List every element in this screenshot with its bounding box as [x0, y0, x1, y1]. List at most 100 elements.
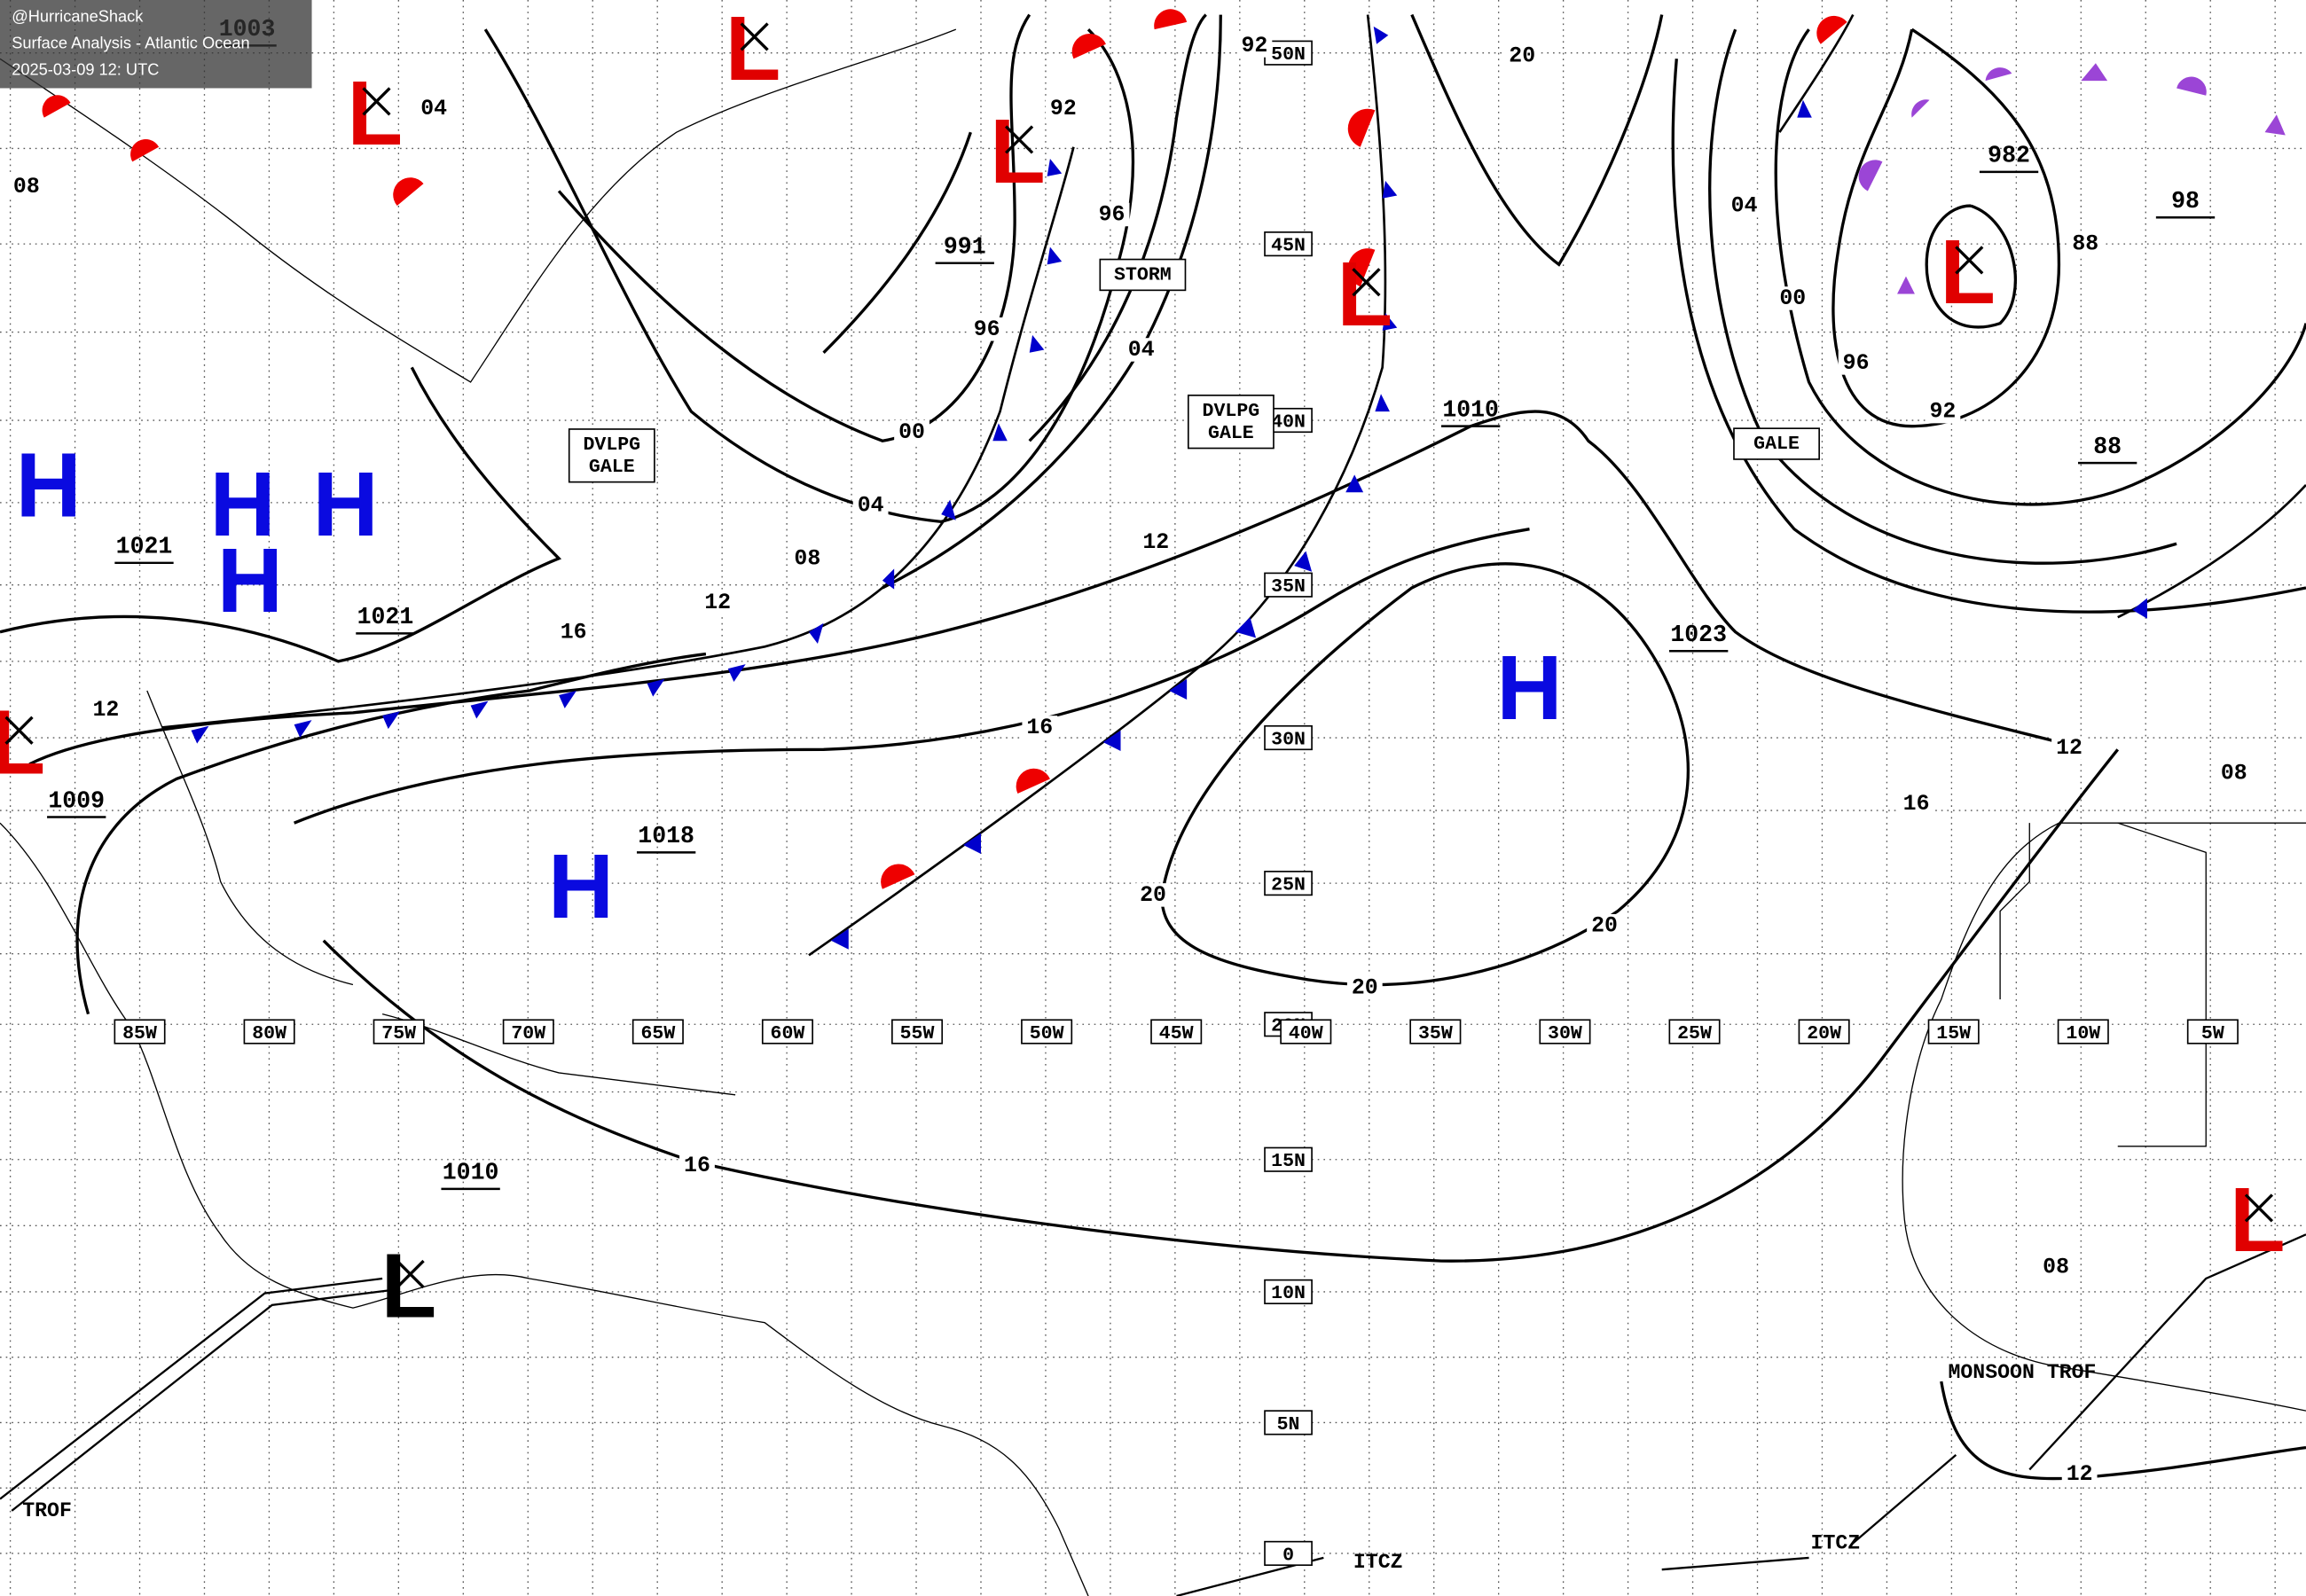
- central-pressure: 991: [944, 233, 986, 260]
- central-pressure: 1010: [1442, 396, 1499, 423]
- pressure-center: H: [16, 434, 82, 536]
- lon-label: 65W: [640, 1023, 675, 1044]
- central-pressure: 1023: [1670, 622, 1727, 648]
- isobar-label: 08: [2221, 761, 2247, 786]
- header: @HurricaneShack Surface Analysis - Atlan…: [0, 0, 312, 89]
- lat-label: 30N: [1271, 729, 1306, 750]
- label-bg: [1022, 716, 1058, 739]
- label-bg: [1898, 792, 1934, 816]
- label-bg: [1838, 351, 1874, 375]
- center-mark: [1005, 125, 1034, 154]
- label-box: [631, 1019, 684, 1044]
- isobar-label: 12: [1142, 530, 1169, 555]
- center-mark: [396, 1259, 425, 1289]
- label-box: [1409, 1019, 1462, 1044]
- central-pressure: 88: [2093, 434, 2122, 460]
- lon-label: 85W: [122, 1023, 157, 1044]
- lon-label: 30W: [1548, 1023, 1582, 1044]
- feature-label: TROF: [22, 1499, 72, 1522]
- pressure-center: H: [209, 453, 275, 555]
- isobar-label: 20: [1509, 44, 1535, 69]
- label-bg: [1925, 399, 1961, 424]
- label-bg: [1123, 338, 1159, 362]
- isobar-label: 12: [92, 698, 119, 723]
- label-bg: [1726, 193, 1762, 218]
- label-box: [1187, 395, 1275, 450]
- annotation: GALE: [589, 457, 635, 478]
- isobar-label: 04: [858, 494, 884, 519]
- label-box: [761, 1019, 813, 1044]
- label-bg: [969, 317, 1005, 341]
- lon-label: 75W: [381, 1023, 416, 1044]
- label-box: [1264, 1279, 1313, 1304]
- label-box: [1927, 1019, 1980, 1044]
- labels: 50N45N40N35N30N25N20N15N10N5N085W80W75W7…: [0, 0, 2286, 1574]
- lon-label: 15W: [1936, 1023, 1971, 1044]
- pressure-center: L: [347, 62, 403, 164]
- label-bg: [700, 591, 736, 614]
- lat-label: 50N: [1271, 44, 1306, 66]
- central-pressure: 1010: [443, 1160, 499, 1186]
- feature-label: ITCZ: [1811, 1531, 1861, 1554]
- lat-label: 25N: [1271, 874, 1306, 896]
- trough-lines: [0, 1233, 2306, 1596]
- label-bg: [2061, 1462, 2098, 1486]
- lon-label: 40W: [1289, 1023, 1323, 1044]
- label-box: [1733, 427, 1820, 460]
- pressure-center: L: [381, 1235, 437, 1337]
- label-bg: [8, 175, 44, 199]
- isobar-label: 00: [1779, 286, 1806, 311]
- feature-label: MONSOON TROF: [1948, 1361, 2096, 1384]
- label-bg: [2038, 1255, 2075, 1279]
- label-bg: [1346, 975, 1383, 1000]
- isobar-label: 16: [1903, 792, 1930, 817]
- label-bg: [1045, 97, 1081, 121]
- label-bg: [852, 493, 889, 518]
- pressure-center: H: [1496, 637, 1562, 739]
- label-box: [1150, 1019, 1203, 1044]
- isobar-label: 16: [684, 1154, 710, 1178]
- lon-label: 45W: [1159, 1023, 1194, 1044]
- pressure-center: H: [548, 835, 614, 937]
- isobar-label: 20: [1352, 975, 1378, 1000]
- header-box: [0, 0, 312, 89]
- central-pressure: 982: [1988, 143, 2030, 169]
- lon-label: 25W: [1677, 1023, 1712, 1044]
- annotation: STORM: [1114, 265, 1172, 286]
- isobar-label: 88: [2072, 232, 2098, 257]
- lat-label: 10N: [1271, 1283, 1306, 1304]
- isobar-label: 20: [1591, 914, 1618, 939]
- pressure-center: L: [726, 0, 781, 99]
- label-box: [1264, 871, 1313, 896]
- center-mark: [2244, 1193, 2274, 1223]
- coastline: [146, 690, 354, 986]
- label-box: [1099, 258, 1187, 292]
- central-pressure: 1009: [48, 787, 105, 814]
- pressure-center: L: [990, 100, 1046, 202]
- annotation: GALE: [1753, 434, 1800, 455]
- central-pressure: 1021: [116, 534, 173, 560]
- lon-label: 5W: [2201, 1023, 2224, 1044]
- label-box: [1798, 1019, 1850, 1044]
- label-box: [1264, 1410, 1313, 1436]
- lat-label: 15N: [1271, 1151, 1306, 1172]
- lon-label: 55W: [900, 1023, 935, 1044]
- lon-label: 80W: [252, 1023, 286, 1044]
- lat-label: 40N: [1271, 411, 1306, 433]
- lon-label: 70W: [511, 1023, 545, 1044]
- label-bg: [894, 420, 929, 444]
- central-pressure: 1018: [638, 823, 694, 849]
- isobar-label: 04: [420, 97, 447, 121]
- label-box: [1668, 1019, 1721, 1044]
- isobar-label: 12: [2067, 1462, 2093, 1487]
- center-mark: [1955, 246, 1984, 275]
- label-box: [1280, 1019, 1332, 1044]
- timestamp: 2025-03-09 12: UTC: [12, 59, 159, 78]
- isobar-label: 04: [1731, 194, 1758, 219]
- pressure-center: H: [313, 453, 379, 555]
- label-bg: [2067, 231, 2104, 256]
- center-mark: [1352, 268, 1381, 297]
- isobar-label: 96: [1099, 203, 1126, 228]
- label-bg: [679, 1154, 715, 1177]
- label-bg: [1587, 913, 1622, 938]
